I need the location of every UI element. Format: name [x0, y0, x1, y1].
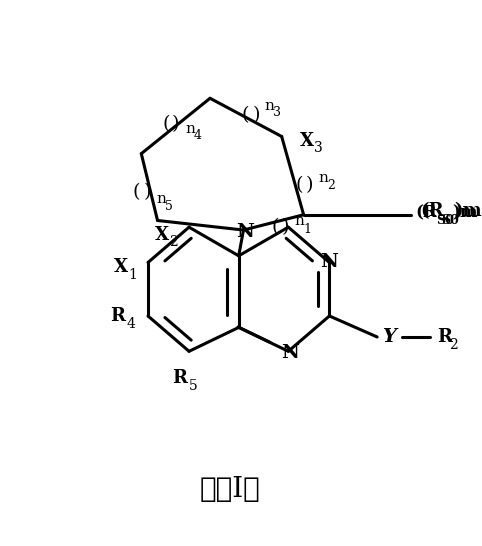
Text: n: n [295, 215, 305, 228]
Text: R: R [110, 307, 125, 325]
Text: X: X [155, 226, 169, 244]
Text: ): ) [172, 115, 179, 133]
Text: 4: 4 [126, 317, 135, 330]
Text: ): ) [306, 176, 313, 194]
Text: 1: 1 [304, 223, 311, 235]
Text: X: X [299, 132, 314, 150]
Text: 2: 2 [169, 235, 178, 250]
Text: ): ) [281, 218, 289, 236]
Text: 1: 1 [128, 268, 137, 282]
Text: ): ) [143, 183, 151, 201]
Text: 4: 4 [194, 129, 201, 142]
Text: (R: (R [420, 202, 444, 220]
Text: 5: 5 [165, 200, 173, 212]
Text: n: n [264, 99, 274, 113]
Text: S0: S0 [441, 214, 459, 227]
Text: n: n [157, 193, 166, 206]
Text: (: ( [133, 183, 140, 201]
Text: 5: 5 [188, 379, 197, 393]
Text: )m: )m [455, 202, 482, 220]
Text: R: R [172, 369, 187, 387]
Text: (R: (R [415, 204, 437, 221]
Text: 3: 3 [273, 106, 281, 119]
Text: R: R [437, 328, 452, 346]
Text: 3: 3 [314, 141, 322, 155]
Text: X: X [114, 258, 128, 276]
Text: S0: S0 [436, 214, 454, 227]
Text: (: ( [295, 176, 303, 194]
Text: Y: Y [382, 328, 396, 346]
Text: 式（I）: 式（I） [200, 476, 260, 503]
Text: )m: )m [453, 204, 478, 221]
Text: N: N [237, 223, 254, 241]
Text: (: ( [241, 106, 249, 124]
Text: 2: 2 [327, 179, 335, 192]
Text: ): ) [252, 106, 260, 124]
Text: 2: 2 [449, 337, 457, 352]
Text: (: ( [271, 218, 279, 236]
Text: N: N [321, 253, 338, 271]
Text: (: ( [162, 115, 170, 133]
Text: N: N [281, 344, 299, 362]
Text: n: n [185, 122, 195, 136]
Text: n: n [319, 170, 329, 185]
